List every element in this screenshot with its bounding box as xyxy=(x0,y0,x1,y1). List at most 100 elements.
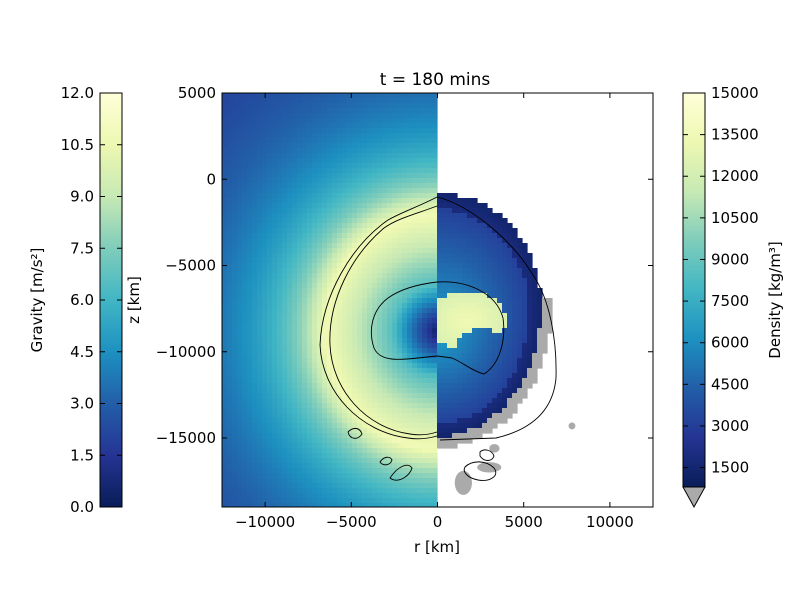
heatmap-cell xyxy=(322,258,328,264)
heatmap-cell xyxy=(412,443,418,449)
heatmap-cell xyxy=(307,228,313,234)
heatmap-cell xyxy=(367,348,373,354)
heatmap-cell xyxy=(232,98,238,104)
heatmap-cell xyxy=(377,153,383,159)
heatmap-cell xyxy=(232,378,238,384)
heatmap-cell xyxy=(387,208,393,214)
heatmap-cell xyxy=(342,298,348,304)
heatmap-cell xyxy=(302,493,308,499)
heatmap-cell xyxy=(367,428,373,434)
heatmap-cell xyxy=(367,483,373,489)
heatmap-cell xyxy=(352,378,358,384)
heatmap-cell xyxy=(267,403,273,409)
heatmap-cell xyxy=(262,113,268,119)
heatmap-cell xyxy=(377,248,383,254)
heatmap-cell xyxy=(282,383,288,389)
heatmap-cell xyxy=(222,453,228,459)
heatmap-cell xyxy=(237,413,243,419)
heatmap-cell xyxy=(502,228,508,234)
heatmap-cell xyxy=(532,308,538,314)
heatmap-cell xyxy=(507,328,513,334)
heatmap-cell xyxy=(477,258,483,264)
heatmap-cell xyxy=(427,348,433,354)
heatmap-cell xyxy=(342,388,348,394)
heatmap-cell xyxy=(497,403,503,409)
heatmap-cell xyxy=(357,403,363,409)
heatmap-cell xyxy=(522,243,528,249)
heatmap-cell xyxy=(337,118,343,124)
heatmap-cell xyxy=(342,268,348,274)
heatmap-cell xyxy=(417,413,423,419)
heatmap-cell xyxy=(522,378,528,384)
heatmap-cell xyxy=(357,348,363,354)
heatmap-cell xyxy=(467,363,473,369)
heatmap-cell xyxy=(267,398,273,404)
heatmap-cell xyxy=(307,408,313,414)
heatmap-cell xyxy=(272,353,278,359)
gravity-colorbar-tick-label: 4.5 xyxy=(70,343,94,361)
heatmap-cell xyxy=(382,493,388,499)
heatmap-cell xyxy=(337,438,343,444)
heatmap-cell xyxy=(447,303,453,309)
heatmap-cell xyxy=(277,298,283,304)
heatmap-cell xyxy=(287,153,293,159)
heatmap-cell xyxy=(387,273,393,279)
heatmap-cell xyxy=(232,338,238,344)
heatmap-cell xyxy=(232,238,238,244)
heatmap-cell xyxy=(262,268,268,274)
heatmap-cell xyxy=(237,168,243,174)
heatmap-cell xyxy=(297,443,303,449)
heatmap-cell xyxy=(327,318,333,324)
heatmap-cell xyxy=(472,268,478,274)
heatmap-cell xyxy=(357,193,363,199)
heatmap-cell xyxy=(312,493,318,499)
heatmap-cell xyxy=(392,138,398,144)
heatmap-cell xyxy=(392,458,398,464)
heatmap-cell xyxy=(417,328,423,334)
heatmap-cell xyxy=(397,218,403,224)
heatmap-cell xyxy=(452,323,458,329)
heatmap-cell xyxy=(392,473,398,479)
heatmap-cell xyxy=(257,293,263,299)
heatmap-cell xyxy=(352,503,358,507)
heatmap-cell xyxy=(422,413,428,419)
heatmap-cell xyxy=(222,113,228,119)
heatmap-cell xyxy=(387,98,393,104)
heatmap-cell xyxy=(242,113,248,119)
heatmap-cell xyxy=(467,398,473,404)
heatmap-cell xyxy=(367,138,373,144)
heatmap-cell xyxy=(297,118,303,124)
heatmap-cell xyxy=(392,303,398,309)
heatmap-cell xyxy=(437,408,443,414)
heatmap-cell xyxy=(367,203,373,209)
heatmap-cell xyxy=(337,98,343,104)
heatmap-cell xyxy=(257,473,263,479)
heatmap-cell xyxy=(327,348,333,354)
heatmap-cell xyxy=(427,353,433,359)
heatmap-cell xyxy=(442,348,448,354)
heatmap-cell xyxy=(267,163,273,169)
heatmap-cell xyxy=(227,433,233,439)
heatmap-cell xyxy=(322,373,328,379)
heatmap-cell xyxy=(342,323,348,329)
heatmap-cell xyxy=(387,153,393,159)
heatmap-cell xyxy=(412,198,418,204)
heatmap-cell xyxy=(312,373,318,379)
heatmap-cell xyxy=(312,458,318,464)
heatmap-cell xyxy=(452,428,458,434)
heatmap-cell xyxy=(342,223,348,229)
heatmap-cell xyxy=(477,233,483,239)
heatmap-cell xyxy=(237,283,243,289)
heatmap-cell xyxy=(487,358,493,364)
heatmap-cell xyxy=(482,423,488,429)
heatmap-cell xyxy=(342,253,348,259)
heatmap-cell xyxy=(467,238,473,244)
heatmap-cell xyxy=(237,503,243,507)
heatmap-cell xyxy=(467,288,473,294)
heatmap-cell xyxy=(332,168,338,174)
heatmap-cell xyxy=(477,298,483,304)
heatmap-cell xyxy=(352,193,358,199)
heatmap-cell xyxy=(522,273,528,279)
heatmap-cell xyxy=(507,413,513,419)
heatmap-cell xyxy=(417,143,423,149)
